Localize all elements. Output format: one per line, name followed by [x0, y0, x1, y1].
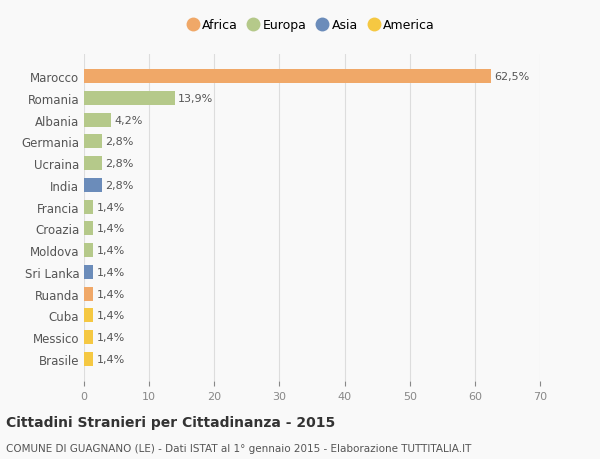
Text: 2,8%: 2,8%	[106, 159, 134, 169]
Text: 2,8%: 2,8%	[106, 137, 134, 147]
Bar	[84, 179, 102, 192]
Bar	[84, 70, 491, 84]
Bar	[84, 265, 93, 280]
Bar	[84, 200, 93, 214]
Bar	[84, 92, 175, 106]
Bar	[84, 135, 102, 149]
Bar	[84, 287, 93, 301]
Text: 1,4%: 1,4%	[97, 354, 125, 364]
Text: 1,4%: 1,4%	[97, 202, 125, 212]
Text: 62,5%: 62,5%	[494, 72, 530, 82]
Text: 2,8%: 2,8%	[106, 180, 134, 190]
Text: Cittadini Stranieri per Cittadinanza - 2015: Cittadini Stranieri per Cittadinanza - 2…	[6, 415, 335, 429]
Bar	[84, 157, 102, 171]
Text: 1,4%: 1,4%	[97, 332, 125, 342]
Legend: Africa, Europa, Asia, America: Africa, Europa, Asia, America	[190, 19, 434, 32]
Text: 13,9%: 13,9%	[178, 94, 213, 104]
Text: 1,4%: 1,4%	[97, 246, 125, 256]
Bar	[84, 244, 93, 257]
Bar	[84, 222, 93, 236]
Text: 1,4%: 1,4%	[97, 224, 125, 234]
Text: 1,4%: 1,4%	[97, 311, 125, 321]
Bar	[84, 330, 93, 344]
Text: COMUNE DI GUAGNANO (LE) - Dati ISTAT al 1° gennaio 2015 - Elaborazione TUTTITALI: COMUNE DI GUAGNANO (LE) - Dati ISTAT al …	[6, 443, 472, 453]
Bar	[84, 308, 93, 323]
Bar	[84, 113, 112, 128]
Bar	[84, 352, 93, 366]
Text: 4,2%: 4,2%	[115, 115, 143, 125]
Text: 1,4%: 1,4%	[97, 289, 125, 299]
Text: 1,4%: 1,4%	[97, 267, 125, 277]
